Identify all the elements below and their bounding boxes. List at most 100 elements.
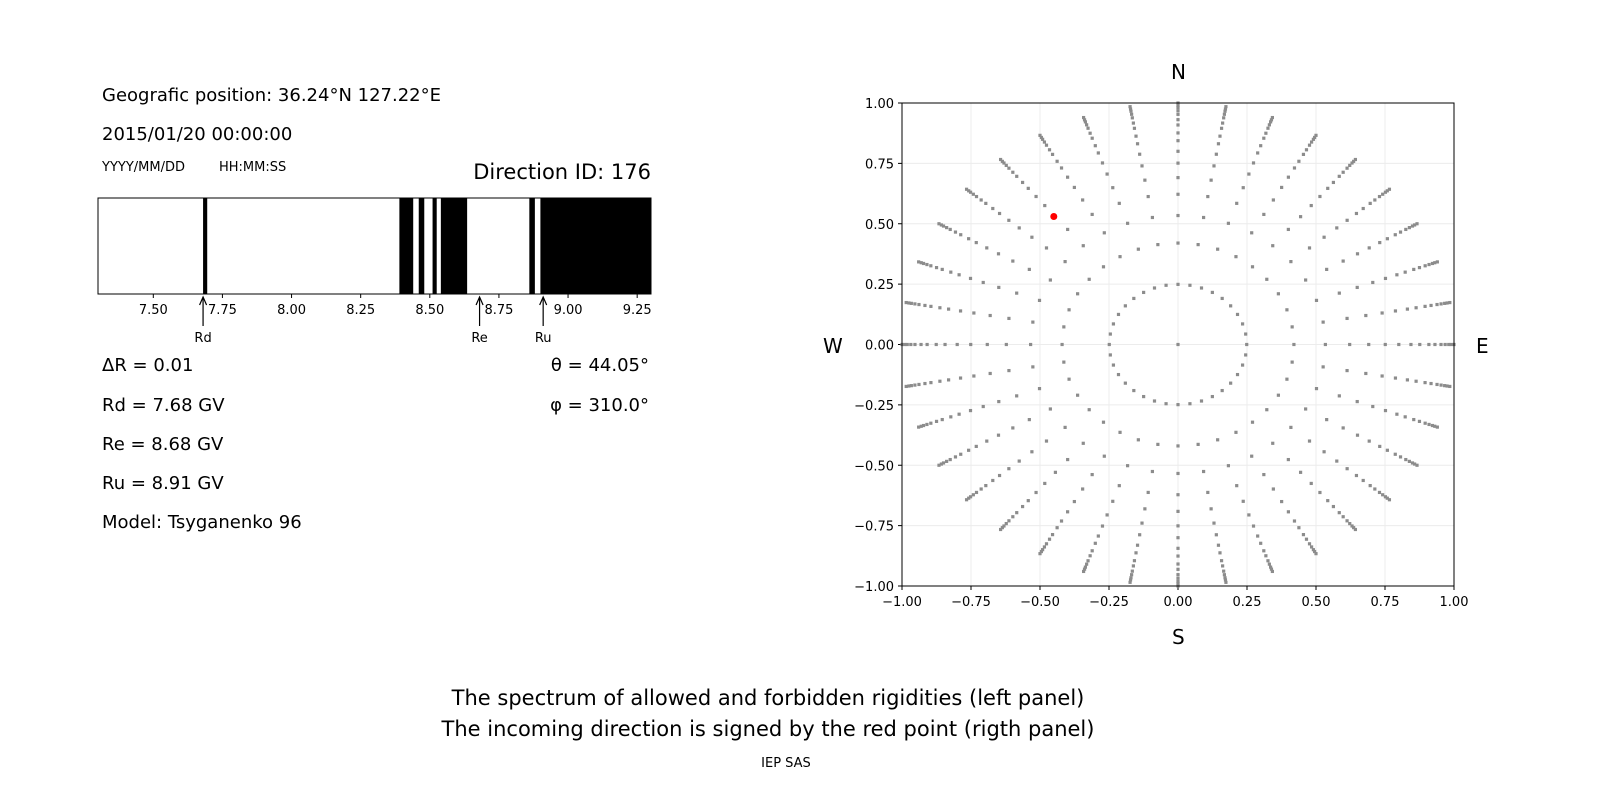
direction-point (1072, 185, 1076, 190)
forbidden-band (418, 198, 425, 294)
direction-point (1266, 126, 1270, 130)
direction-point (917, 302, 921, 307)
direction-point (1423, 381, 1427, 385)
direction-point (1136, 247, 1140, 251)
direction-point (1244, 353, 1248, 357)
direction-point (1235, 201, 1239, 205)
scatter-frame (901, 102, 1455, 587)
direction-point (1007, 316, 1011, 321)
direction-point (1044, 439, 1049, 443)
direction-point (1345, 519, 1349, 523)
direction-point (1314, 552, 1318, 556)
direction-point (1314, 387, 1319, 391)
direction-point (1053, 470, 1058, 474)
footer-line-1: The spectrum of allowed and forbidden ri… (451, 686, 1085, 710)
direction-point (1004, 163, 1008, 168)
direction-point (1427, 422, 1431, 427)
direction-point (985, 246, 989, 250)
direction-point (941, 461, 946, 465)
direction-point (1297, 526, 1301, 530)
direction-point (1176, 576, 1180, 580)
direction-point (1083, 565, 1087, 569)
direction-point (1199, 399, 1204, 403)
direction-point (1164, 402, 1168, 406)
direction-point (1030, 235, 1034, 239)
direction-point (1367, 439, 1371, 443)
y-tick-label: −0.25 (854, 399, 894, 414)
direction-point (1044, 542, 1049, 546)
phi-value: φ = 310.0° (550, 395, 649, 416)
direction-point (957, 412, 961, 416)
direction-point (1262, 136, 1266, 140)
direction-point (1352, 159, 1356, 163)
direction-point (1387, 498, 1392, 502)
direction-point (1415, 463, 1419, 467)
direction-point (1337, 511, 1341, 515)
direction-point (1000, 159, 1004, 163)
direction-point (1128, 578, 1133, 582)
direction-point (1087, 408, 1091, 412)
direction-point (938, 379, 942, 383)
direction-point (1219, 126, 1224, 130)
direction-point (1081, 487, 1085, 491)
direction-point (1387, 187, 1392, 191)
direction-point (1176, 342, 1180, 347)
direction-point (1128, 105, 1132, 109)
direction-point (1355, 433, 1360, 437)
direction-point (1216, 543, 1221, 547)
direction-point (1276, 393, 1280, 397)
direction-point (1076, 292, 1080, 296)
y-tick-label: −1.00 (854, 580, 894, 595)
direction-point (1055, 159, 1059, 163)
direction-point (1393, 233, 1397, 237)
direction-point (1292, 519, 1297, 523)
direction-point (1311, 137, 1315, 141)
direction-point (1134, 134, 1138, 138)
direction-point (1108, 353, 1112, 357)
direction-point (1383, 190, 1388, 194)
direction-point (1134, 551, 1138, 555)
direction-point (1176, 573, 1180, 577)
spectrum-tick-label: 8.75 (484, 303, 513, 318)
direction-point (1378, 444, 1382, 449)
direction-point (1345, 166, 1349, 170)
forbidden-band (399, 198, 414, 294)
direction-point (1262, 212, 1266, 217)
direction-point (974, 194, 979, 199)
direction-point (972, 374, 976, 378)
direction-point (1259, 541, 1263, 545)
direction-point (1038, 552, 1042, 556)
ru-value: Ru = 8.91 GV (102, 473, 224, 494)
direction-point (1066, 175, 1070, 179)
theta-value: θ = 44.05° (550, 355, 649, 376)
arrow-head-icon (475, 295, 484, 306)
direction-point (1229, 381, 1233, 385)
direction-point (1226, 221, 1231, 225)
direction-point (1395, 412, 1399, 416)
direction-point (1041, 137, 1045, 141)
direction-point (1176, 176, 1180, 180)
direction-point (1142, 394, 1146, 399)
direction-point (1176, 123, 1180, 127)
direction-point (1042, 140, 1047, 144)
direction-point (925, 422, 929, 427)
direction-point (996, 252, 1001, 256)
x-tick-label: −0.25 (1089, 595, 1129, 610)
direction-point (1176, 139, 1180, 143)
direction-point (984, 484, 988, 488)
direction-point (1235, 372, 1240, 377)
direction-point (1142, 290, 1146, 295)
direction-point (1264, 131, 1268, 135)
direction-point (1048, 407, 1052, 411)
direction-point (1398, 230, 1403, 234)
direction-point (1020, 504, 1025, 509)
direction-point (929, 381, 933, 385)
direction-point (1250, 265, 1255, 269)
direction-point (1264, 554, 1268, 558)
direction-point (1176, 471, 1180, 476)
direction-point (1345, 368, 1349, 373)
direction-point (1337, 174, 1341, 178)
direction-point (1271, 198, 1275, 202)
direction-point (1111, 499, 1115, 503)
direction-point (1062, 360, 1066, 364)
